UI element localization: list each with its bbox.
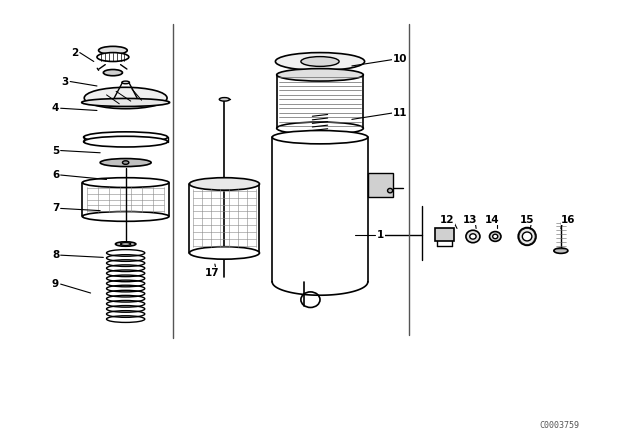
Text: 3: 3: [61, 77, 68, 86]
Ellipse shape: [84, 136, 168, 147]
Text: 4: 4: [52, 103, 60, 113]
Text: 14: 14: [484, 215, 499, 224]
Ellipse shape: [493, 234, 498, 239]
Text: 5: 5: [52, 146, 59, 155]
Bar: [368, 173, 394, 197]
Text: 1: 1: [377, 230, 384, 240]
Bar: [435, 228, 454, 241]
Ellipse shape: [470, 234, 476, 239]
Ellipse shape: [84, 132, 168, 142]
Ellipse shape: [103, 69, 122, 76]
Ellipse shape: [554, 248, 568, 254]
Text: 15: 15: [520, 215, 534, 224]
Ellipse shape: [82, 99, 170, 107]
Ellipse shape: [122, 81, 129, 84]
Text: 7: 7: [52, 203, 60, 213]
Ellipse shape: [100, 159, 151, 167]
Ellipse shape: [466, 230, 480, 243]
Ellipse shape: [220, 98, 230, 101]
Text: 16: 16: [561, 215, 576, 224]
Ellipse shape: [122, 161, 129, 164]
Text: 11: 11: [392, 108, 407, 118]
Ellipse shape: [99, 46, 127, 54]
Ellipse shape: [83, 211, 169, 221]
Ellipse shape: [275, 52, 365, 70]
Ellipse shape: [84, 87, 167, 109]
Ellipse shape: [276, 69, 364, 81]
Text: 17: 17: [204, 268, 219, 278]
Ellipse shape: [189, 247, 259, 259]
Ellipse shape: [301, 56, 339, 66]
Ellipse shape: [276, 122, 364, 134]
Ellipse shape: [83, 178, 169, 188]
Ellipse shape: [522, 232, 532, 241]
Text: 6: 6: [52, 170, 59, 180]
Ellipse shape: [388, 188, 393, 193]
Text: 2: 2: [71, 47, 78, 58]
Text: 13: 13: [463, 215, 477, 224]
Text: C0003759: C0003759: [539, 421, 579, 430]
Ellipse shape: [120, 243, 131, 246]
Ellipse shape: [115, 242, 136, 246]
Text: 9: 9: [52, 279, 59, 289]
Text: 8: 8: [52, 250, 59, 260]
Text: 10: 10: [392, 54, 407, 64]
Ellipse shape: [518, 228, 536, 246]
Ellipse shape: [97, 52, 129, 61]
Text: 12: 12: [440, 215, 454, 224]
Ellipse shape: [490, 232, 501, 241]
Ellipse shape: [189, 178, 259, 190]
Ellipse shape: [272, 130, 368, 144]
